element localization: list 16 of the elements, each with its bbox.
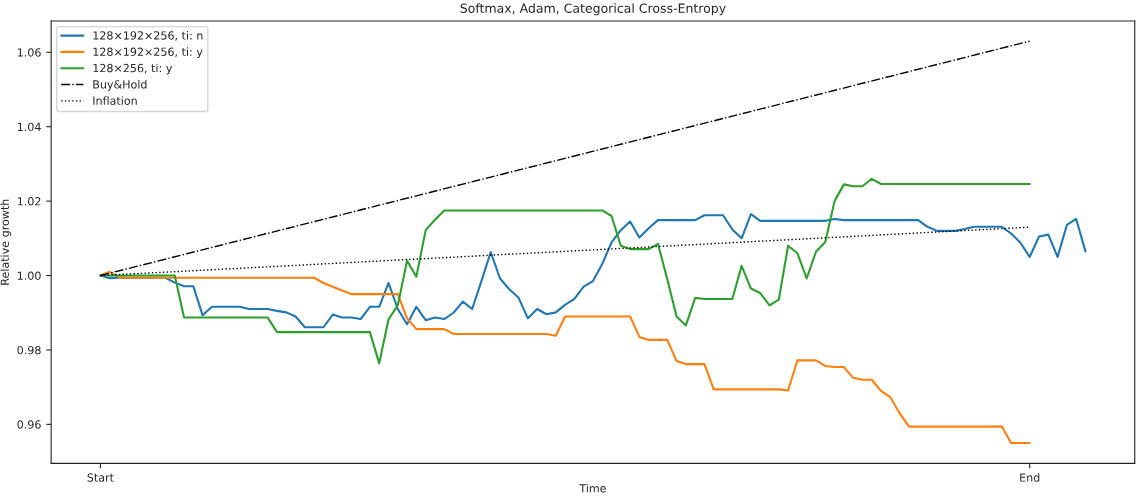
y-tick-label: 1.04 [17, 122, 41, 132]
x-tick-label: End [1020, 473, 1040, 482]
x-tick-label: Start [87, 473, 114, 482]
y-tick-label: 1.00 [17, 271, 41, 280]
y-tick-label: 1.02 [17, 197, 41, 206]
legend-label: Buy&Hold [93, 79, 147, 91]
y-tick-label: 0.96 [17, 420, 41, 429]
chart-title: Softmax, Adam, Categorical Cross-Entropy [460, 3, 726, 16]
y-tick-label: 0.98 [17, 345, 41, 355]
legend-label: 128×192×256, ti: y [93, 47, 203, 59]
x-axis-title: Time [579, 483, 606, 493]
legend-label: Inflation [93, 96, 137, 105]
legend-label: 128×192×256, ti: n [93, 31, 203, 41]
legend-label: 128×256, ti: y [93, 63, 173, 75]
y-tick-label: 1.06 [17, 48, 41, 57]
y-axis-title: Relative growth [0, 199, 12, 285]
